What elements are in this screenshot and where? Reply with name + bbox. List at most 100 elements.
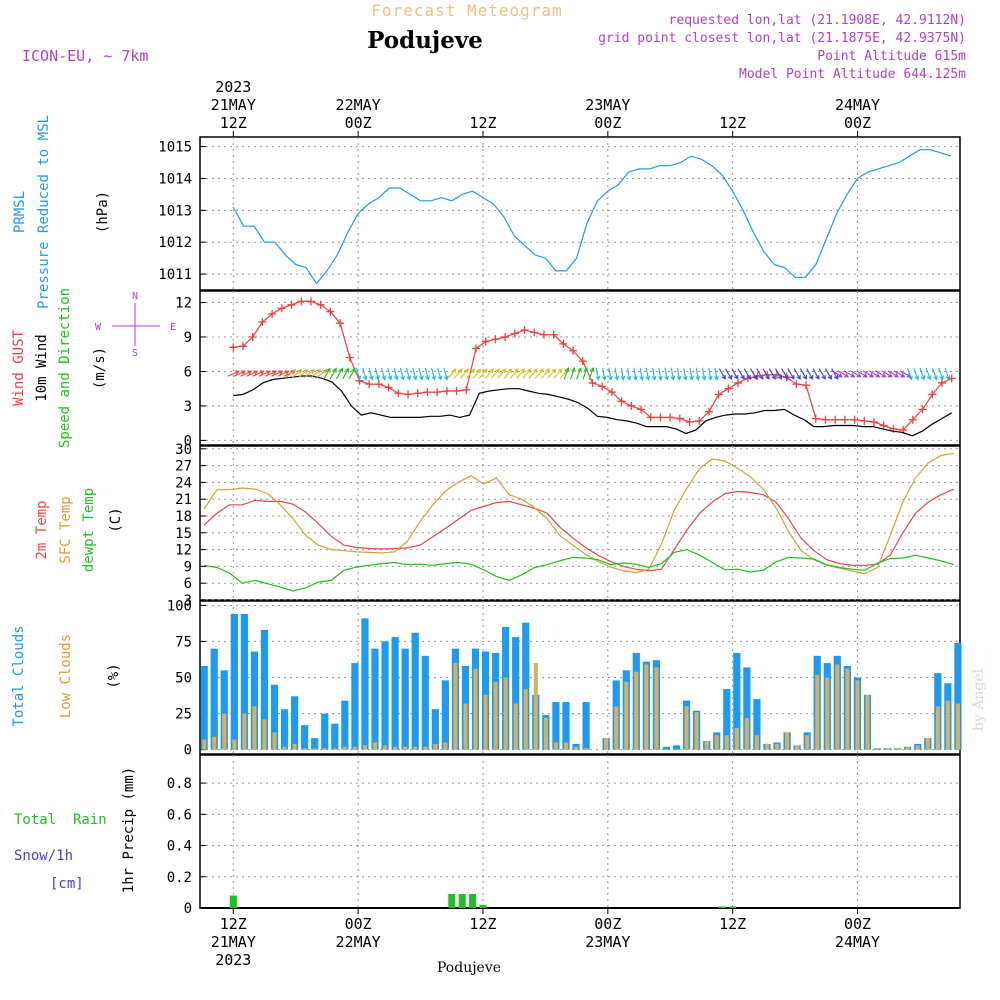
- wind-direction-arrow: [919, 367, 926, 381]
- low-cloud-bar: [272, 732, 277, 750]
- low-cloud-bar: [764, 743, 769, 750]
- total-cloud-bar: [250, 651, 259, 750]
- wind-direction-arrow: [768, 368, 776, 380]
- low-cloud-bar: [232, 739, 237, 750]
- wind-direction-arrow: [447, 368, 457, 379]
- total-cloud-bar: [341, 700, 349, 750]
- top-time-label: 22MAY: [336, 96, 381, 114]
- gust-marker: [306, 297, 315, 306]
- gust-marker: [598, 382, 607, 391]
- low-cloud-bar: [252, 706, 257, 750]
- compass-south: S: [132, 348, 138, 359]
- wind-direction-arrow: [547, 368, 557, 379]
- wind-direction-arrow: [588, 367, 595, 380]
- total-cloud-bar: [552, 702, 560, 750]
- y-tick-label: 12: [175, 543, 192, 559]
- low-cloud-bar: [493, 681, 498, 750]
- wind-direction-arrow: [393, 367, 399, 381]
- gust-marker: [840, 415, 849, 424]
- wind-direction-arrow: [868, 370, 881, 378]
- y-tick-label: 1015: [158, 140, 192, 156]
- wind-direction-arrow: [781, 368, 789, 380]
- gust-marker: [675, 414, 684, 423]
- wind-direction-arrow: [418, 367, 424, 381]
- wind-direction-arrow: [601, 367, 607, 381]
- wind-direction-arrow: [639, 367, 644, 381]
- total-cloud-bar: [672, 745, 681, 750]
- total-cloud-bar: [291, 696, 299, 750]
- low-cloud-bar: [845, 668, 850, 750]
- wind-direction-arrow: [944, 367, 951, 381]
- y-tick-label: 18: [175, 509, 192, 525]
- wind-direction-arrow: [484, 368, 494, 379]
- wind-direction-arrow: [774, 368, 783, 380]
- gust-marker: [336, 319, 345, 328]
- gust-marker: [326, 307, 335, 316]
- wind-direction-arrow: [405, 367, 412, 381]
- top-time-label: 00Z: [844, 114, 871, 132]
- y-tick-label: 27: [175, 459, 192, 475]
- rain-bar: [718, 906, 726, 908]
- panel-wind: 0 3 6 9 12: [175, 290, 961, 449]
- low-cloud-bar: [543, 717, 548, 750]
- y-tick-label: 1012: [158, 235, 192, 251]
- y-tick-label: 1013: [158, 203, 192, 219]
- low-cloud-bar: [584, 748, 589, 750]
- temp2m-label: 2m Temp: [34, 500, 50, 559]
- wind-direction-arrow: [913, 367, 919, 381]
- gust-marker: [656, 413, 665, 422]
- y-tick-label: 1014: [158, 171, 192, 187]
- y-tick-label: 75: [175, 634, 192, 650]
- compass-west: W: [95, 322, 102, 333]
- sfc-temp-label: SFC Temp: [58, 496, 74, 563]
- gust-marker: [821, 415, 830, 424]
- total-cloud-bar: [562, 702, 570, 750]
- requested-coordinates: requested lon,lat (21.1908E, 42.9112N): [669, 13, 966, 28]
- wind-direction-arrow: [632, 367, 638, 381]
- wind-direction-arrow: [497, 368, 507, 379]
- gust-marker: [471, 344, 480, 353]
- gust-marker: [627, 401, 636, 410]
- low-cloud-bar: [905, 746, 910, 750]
- gust-marker: [297, 297, 306, 306]
- panel-frame: [199, 754, 961, 909]
- low-clouds-label: Low Clouds: [58, 634, 74, 718]
- gust-marker: [277, 304, 286, 313]
- low-cloud-bar: [624, 681, 629, 750]
- low-cloud-bar: [383, 745, 388, 750]
- panel-precipitation: 0 0.2 0.4 0.6 0.8: [167, 754, 961, 917]
- gust-marker: [433, 388, 442, 397]
- total-cloud-bar: [210, 648, 218, 750]
- wind-direction-arrow: [806, 368, 814, 380]
- low-cloud-bar: [684, 706, 689, 750]
- wind-direction-arrow: [362, 367, 368, 381]
- total-cloud-bar: [381, 641, 389, 750]
- wind-direction-arrow: [472, 368, 482, 379]
- wind-direction-arrow: [737, 368, 745, 380]
- low-cloud-bar: [262, 719, 267, 750]
- wind-direction-arrow: [651, 367, 657, 381]
- gust-line: [233, 300, 952, 431]
- top-time-label: 12Z: [469, 114, 496, 132]
- gust-marker: [559, 339, 568, 348]
- y-tick-label: 0: [184, 433, 192, 449]
- wind-direction-arrow: [849, 370, 862, 378]
- model-altitude: Model Point Altitude 644.125m: [739, 67, 966, 82]
- gust-marker: [365, 380, 374, 389]
- wind-direction-arrow: [931, 367, 938, 381]
- gust-marker: [374, 380, 383, 389]
- low-cloud-bar: [935, 706, 940, 750]
- total-cloud-bar: [301, 725, 309, 750]
- total-cloud-bar: [371, 648, 379, 750]
- low-cloud-bar: [352, 746, 357, 750]
- gust-marker: [811, 414, 820, 423]
- low-cloud-bar: [433, 743, 438, 750]
- wind-direction-arrow: [707, 367, 713, 381]
- wind-direction-arrow: [437, 367, 443, 381]
- wind-direction-arrow: [689, 367, 694, 381]
- gust-marker: [714, 390, 723, 399]
- low-cloud-bar: [724, 735, 729, 750]
- total-cloud-bar: [351, 663, 359, 750]
- wind-direction-arrow: [793, 368, 801, 380]
